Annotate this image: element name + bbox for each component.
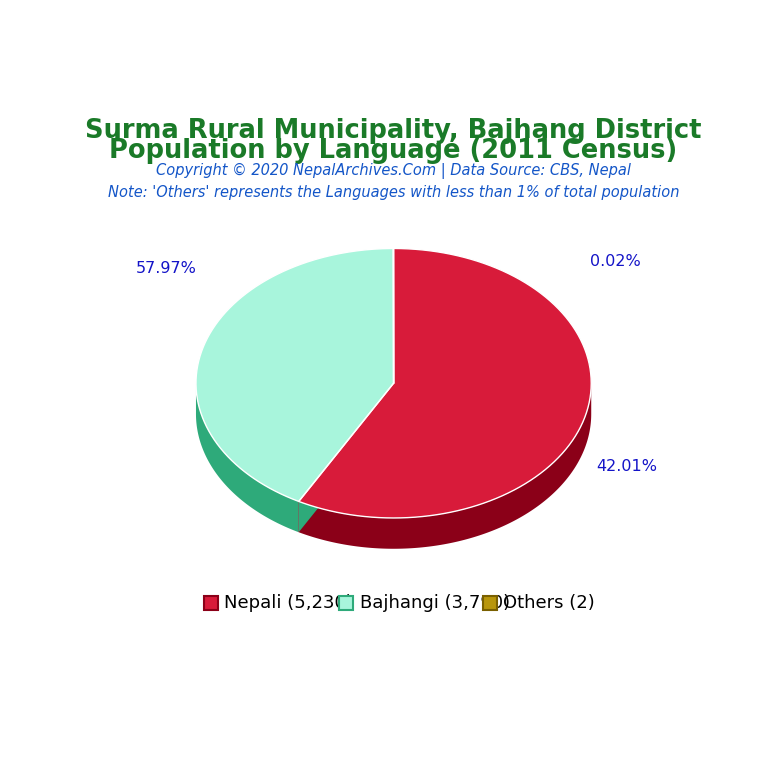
Polygon shape (299, 249, 591, 518)
Text: Bajhangi (3,790): Bajhangi (3,790) (359, 594, 510, 611)
Polygon shape (196, 249, 393, 502)
Text: Others (2): Others (2) (503, 594, 594, 611)
Polygon shape (196, 383, 299, 532)
Text: Note: 'Others' represents the Languages with less than 1% of total population: Note: 'Others' represents the Languages … (108, 185, 680, 200)
Text: 42.01%: 42.01% (596, 459, 657, 475)
Polygon shape (299, 383, 393, 532)
Bar (483, 596, 497, 610)
Bar (204, 596, 217, 610)
Polygon shape (299, 383, 591, 549)
Text: Population by Language (2011 Census): Population by Language (2011 Census) (110, 137, 677, 164)
Text: 0.02%: 0.02% (590, 254, 641, 270)
Polygon shape (299, 383, 393, 532)
Text: Copyright © 2020 NepalArchives.Com | Data Source: CBS, Nepal: Copyright © 2020 NepalArchives.Com | Dat… (156, 164, 631, 180)
Bar (339, 596, 353, 610)
Text: Nepali (5,230): Nepali (5,230) (224, 594, 353, 611)
Text: Surma Rural Municipality, Bajhang District: Surma Rural Municipality, Bajhang Distri… (85, 118, 702, 144)
Text: 57.97%: 57.97% (136, 261, 197, 276)
